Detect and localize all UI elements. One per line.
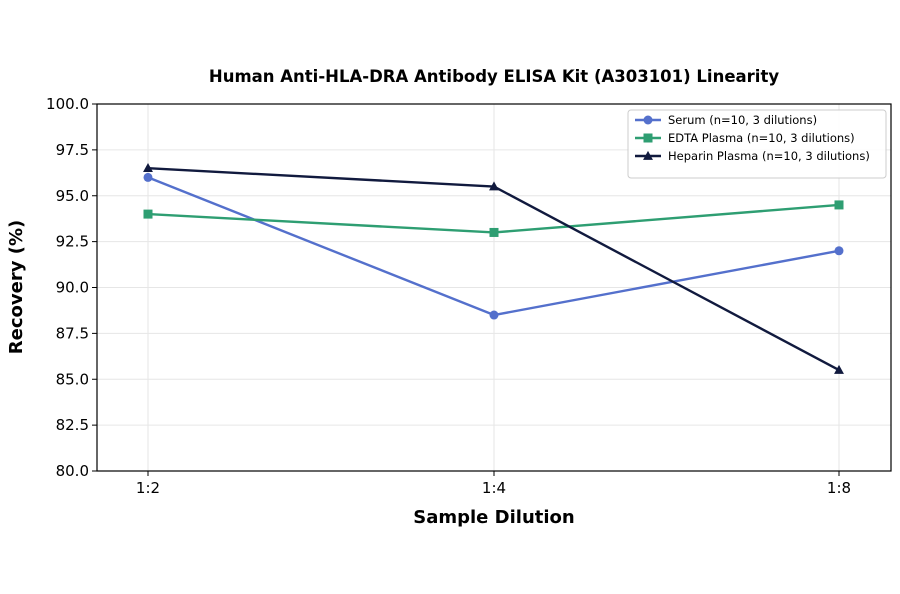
y-tick-label: 80.0 [56, 462, 89, 480]
y-tick-label: 100.0 [46, 95, 89, 113]
legend-box [627, 109, 887, 179]
data-point [489, 181, 499, 191]
series-triangle [143, 163, 844, 374]
y-tick-label: 92.5 [56, 233, 89, 251]
legend-item: EDTA Plasma (n=10, 3 dilutions) [635, 131, 855, 145]
y-tick-label: 82.5 [56, 416, 89, 434]
data-point [834, 200, 844, 210]
legend-swatch-marker [643, 150, 653, 160]
x-tick-label: 1:2 [136, 479, 160, 497]
y-tick-label: 90.0 [56, 279, 89, 297]
x-axis-ticks: 1:2 1:4 1:8 [136, 471, 851, 497]
legend-swatch-marker [643, 133, 653, 143]
legend-label: Serum (n=10, 3 dilutions) [668, 113, 817, 127]
y-tick-label: 95.0 [56, 187, 89, 205]
legend-label: Heparin Plasma (n=10, 3 dilutions) [668, 149, 870, 163]
y-tick-label: 87.5 [56, 324, 89, 342]
data-point [489, 227, 499, 237]
data-point [489, 310, 499, 320]
data-point [143, 172, 153, 182]
series-circle [143, 172, 844, 320]
y-axis-ticks: 80.0 82.5 85.0 87.5 90.0 92.5 95.0 97.5 100.0 [46, 95, 97, 480]
data-point [834, 364, 844, 374]
legend: Serum (n=10, 3 dilutions) EDTA Plasma (n=… [627, 109, 887, 179]
series-square [143, 200, 844, 237]
y-tick-label: 85.0 [56, 370, 89, 388]
y-tick-label: 97.5 [56, 141, 89, 159]
chart-title: Human Anti-HLA-DRA Antibody ELISA Kit (A… [209, 67, 779, 86]
x-tick-label: 1:8 [827, 479, 851, 497]
legend-swatch-marker [643, 115, 653, 125]
legend-label: EDTA Plasma (n=10, 3 dilutions) [668, 131, 855, 145]
y-axis-label: Recovery (%) [6, 220, 27, 354]
data-point [834, 246, 844, 256]
data-point [143, 163, 153, 173]
x-tick-label: 1:4 [482, 479, 506, 497]
legend-item: Heparin Plasma (n=10, 3 dilutions) [635, 149, 870, 163]
series-layer [143, 163, 844, 374]
legend-item: Serum (n=10, 3 dilutions) [635, 113, 817, 127]
data-point [143, 209, 153, 219]
x-axis-label: Sample Dilution [413, 507, 574, 528]
